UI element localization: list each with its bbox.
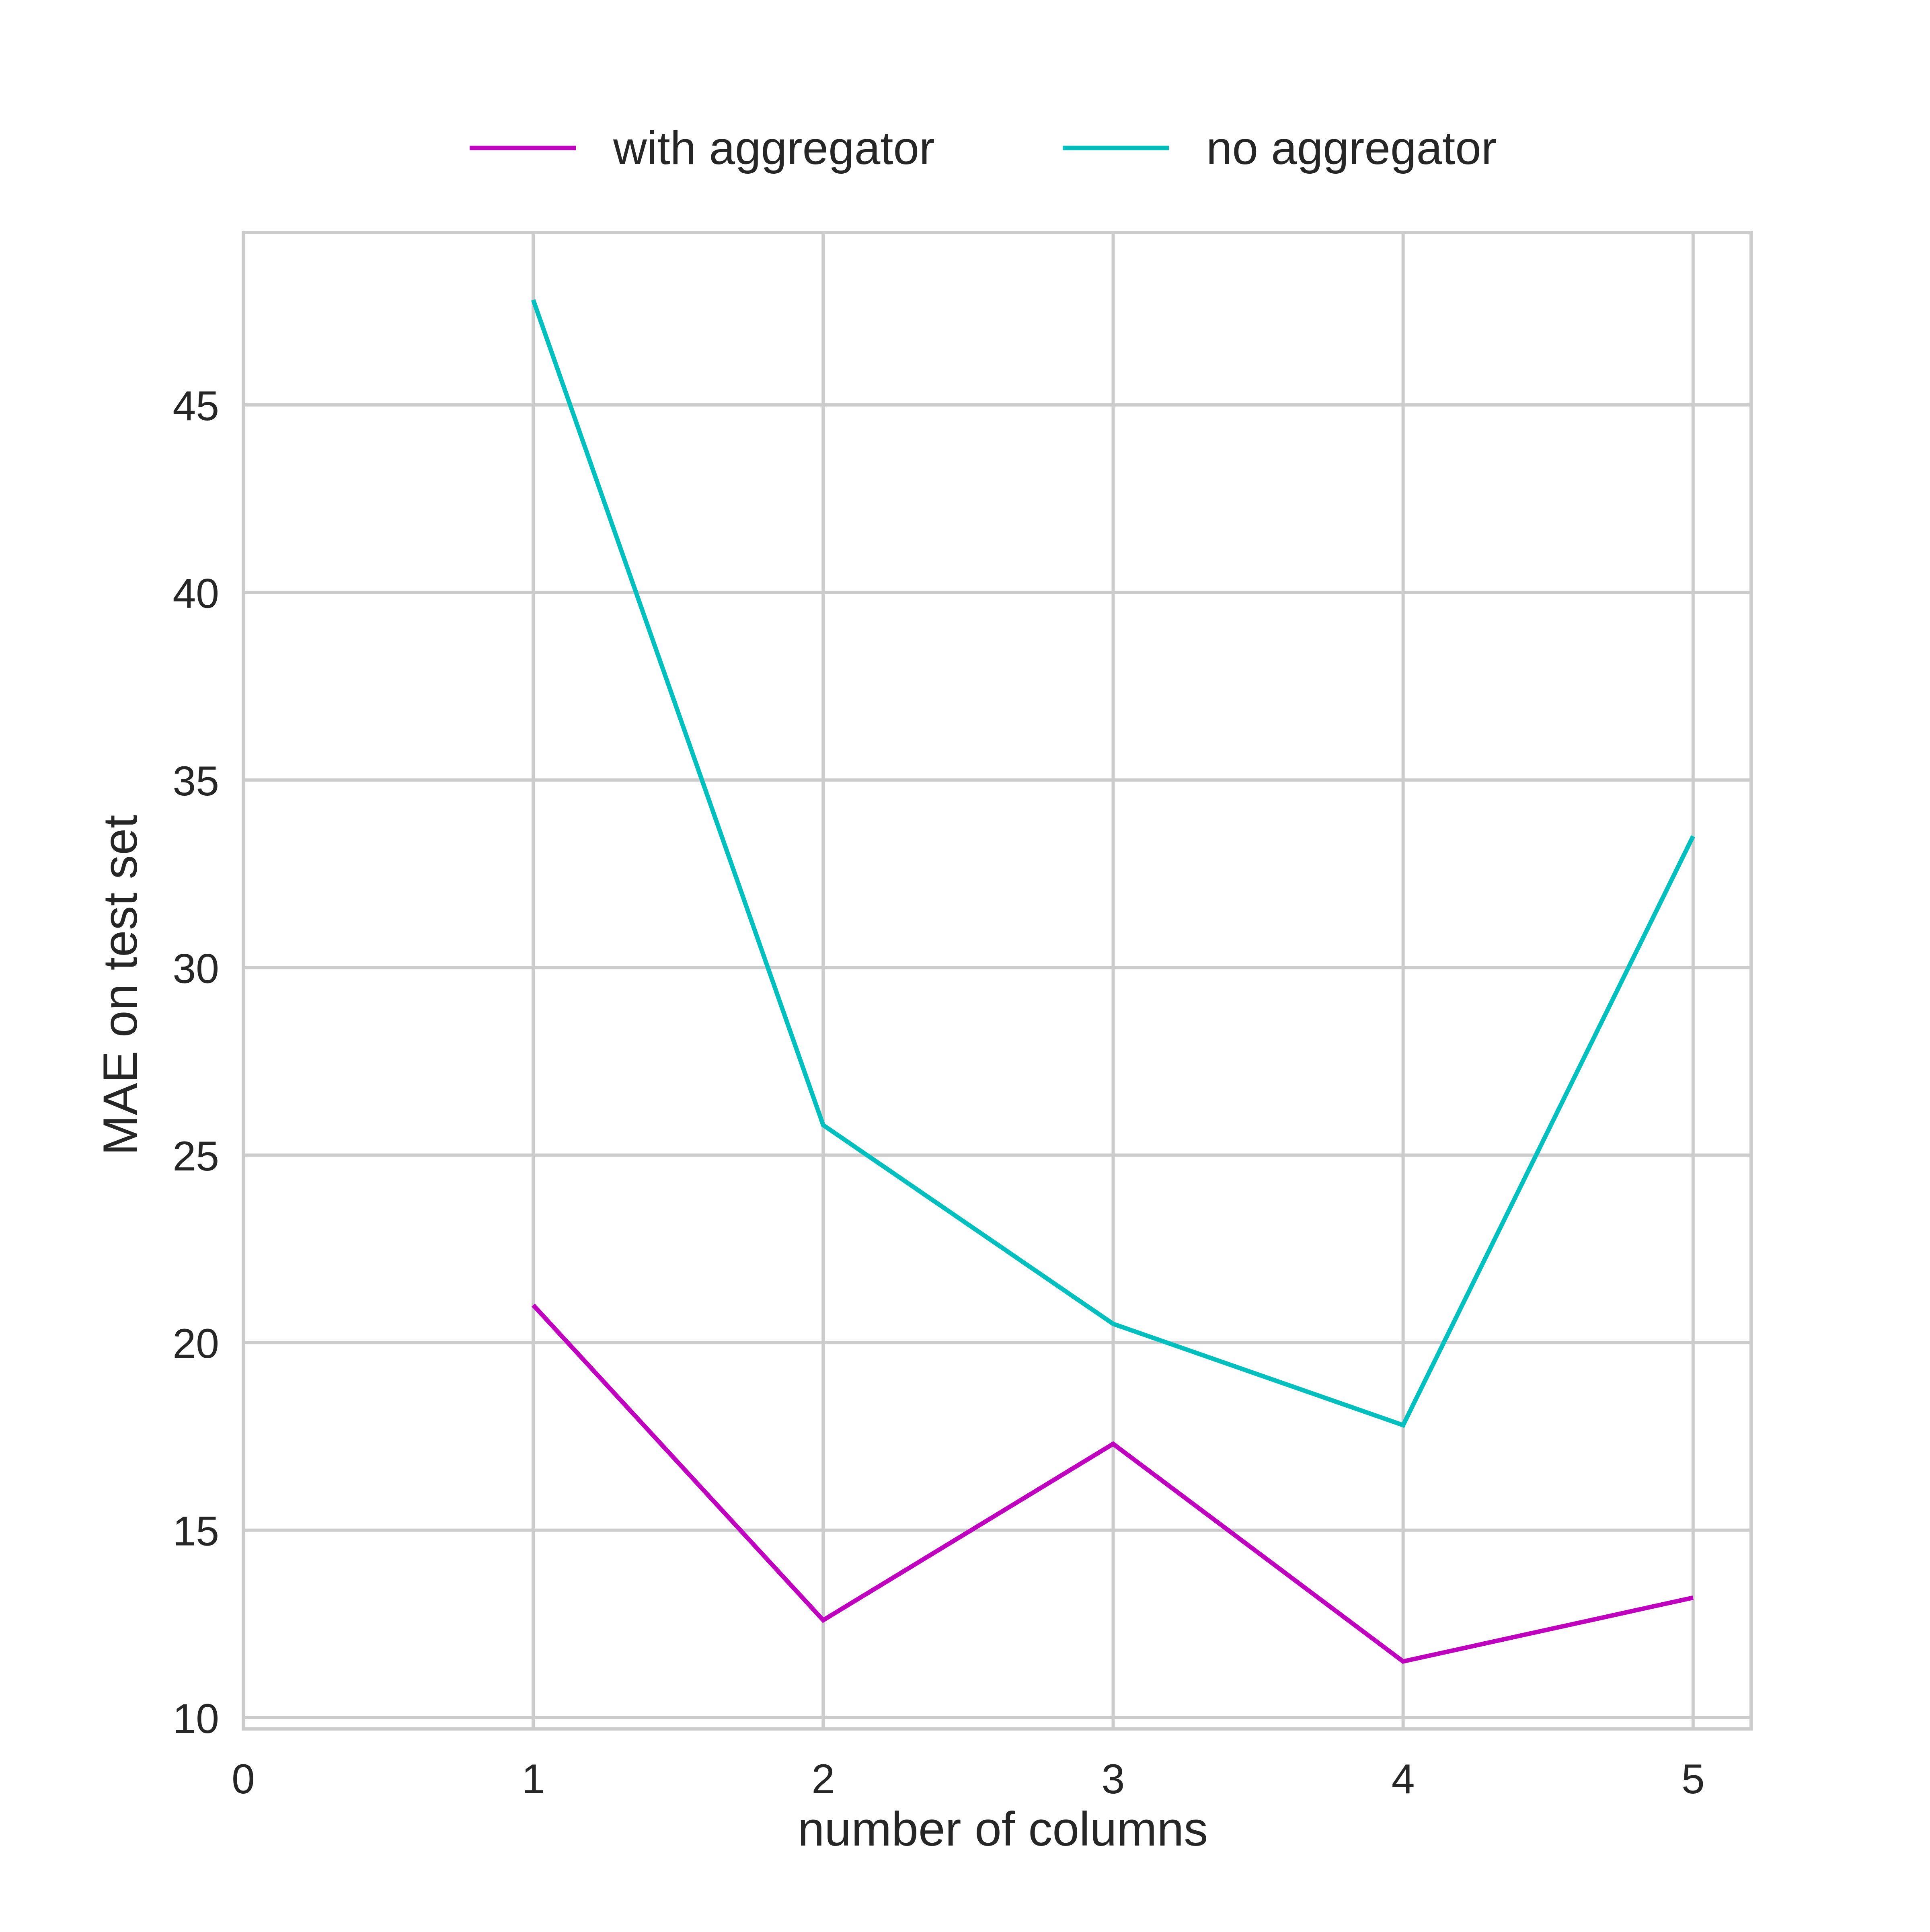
- x-tick-label: 5: [1682, 1756, 1705, 1803]
- grid: [242, 232, 1751, 1729]
- y-tick-label: 40: [172, 571, 219, 617]
- y-tick-label: 15: [172, 1508, 219, 1555]
- y-tick-label: 45: [172, 383, 219, 429]
- x-tick-label: 1: [522, 1756, 545, 1803]
- series-line-0: [532, 1304, 1694, 1664]
- legend-label: no aggregator: [1206, 122, 1497, 174]
- series-lines: [531, 299, 1695, 1664]
- y-axis-label: MAE on test set: [93, 815, 147, 1155]
- legend: with aggregator no aggregator: [470, 122, 1497, 174]
- x-tick-label: 4: [1392, 1756, 1415, 1803]
- legend-label: with aggregator: [613, 122, 935, 174]
- y-tick-label: 10: [172, 1696, 219, 1742]
- y-tick-label: 30: [172, 945, 219, 992]
- x-tick-label: 0: [232, 1756, 255, 1803]
- plot-area-frame: [242, 231, 1753, 1731]
- y-tick-label: 20: [172, 1320, 219, 1367]
- series-line-1: [531, 299, 1695, 1428]
- x-tick-label: 2: [811, 1756, 835, 1803]
- y-tick-label: 35: [172, 758, 219, 805]
- x-axis-label: number of columns: [798, 1802, 1208, 1856]
- x-tick-label: 3: [1102, 1756, 1125, 1803]
- y-tick-label: 25: [172, 1133, 219, 1180]
